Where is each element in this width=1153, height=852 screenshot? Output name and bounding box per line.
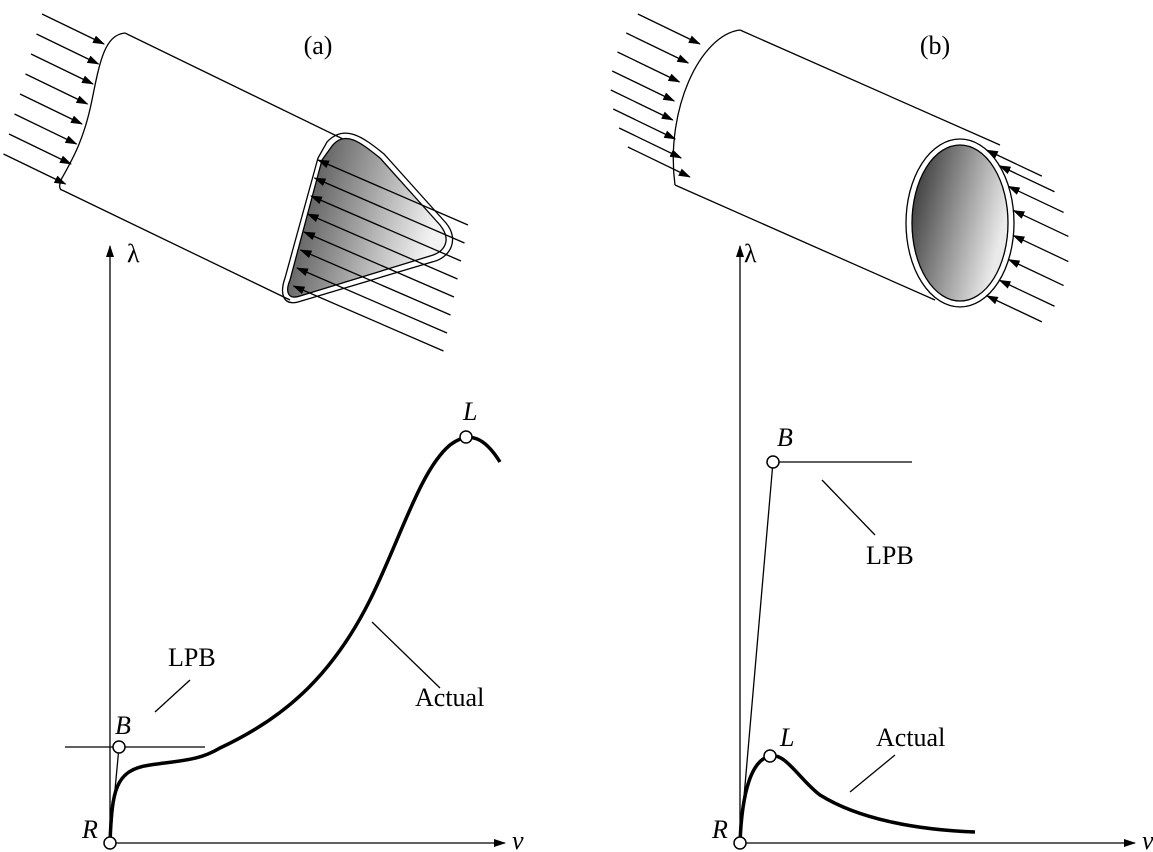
page: {"panels": [ {"label": "(a)", "plot": {"…	[0, 0, 1153, 852]
point-label: B	[777, 423, 793, 452]
plot-a: λ v B L R LPB Actual	[65, 239, 524, 852]
callout-line	[372, 622, 440, 688]
callout-line	[155, 680, 190, 712]
load-arrow	[37, 34, 99, 64]
callout-line	[850, 755, 895, 792]
point-b	[767, 456, 779, 468]
point-label: R	[711, 815, 728, 844]
load-arrow	[31, 54, 93, 84]
x-axis-label: v	[512, 826, 524, 852]
load-arrow	[626, 33, 688, 63]
callout-line	[822, 480, 875, 535]
cylinder-end	[673, 30, 740, 185]
panel-label: (b)	[920, 31, 950, 60]
point-label: R	[81, 815, 98, 844]
load-arrow	[26, 74, 88, 104]
point-l	[460, 431, 472, 443]
load-arrow	[628, 147, 690, 177]
cylinder-section	[288, 138, 446, 297]
point-r	[104, 837, 116, 849]
panel-label: (a)	[304, 31, 333, 60]
load-arrow	[1000, 280, 1055, 306]
x-axis-label: v	[1142, 826, 1153, 852]
load-arrow	[294, 286, 444, 351]
lpb-line	[740, 462, 773, 843]
y-axis-label: λ	[744, 239, 757, 268]
point-label: B	[115, 711, 131, 740]
point-r	[734, 837, 746, 849]
cylinder-end	[60, 33, 125, 190]
load-arrow	[15, 114, 77, 144]
callout-label: Actual	[415, 683, 484, 712]
load-arrow	[611, 90, 673, 120]
y-axis-label: λ	[127, 239, 140, 268]
load-arrow	[1009, 186, 1064, 212]
point-l	[764, 750, 776, 762]
point-label: L	[462, 397, 477, 426]
load-arrow	[4, 154, 66, 184]
actual-curve	[110, 437, 500, 843]
load-arrow	[987, 296, 1042, 322]
actual-curve	[740, 756, 975, 843]
load-arrow	[619, 128, 681, 158]
load-arrow	[638, 14, 700, 44]
callout-label: LPB	[168, 643, 216, 672]
callout-label: Actual	[876, 723, 945, 752]
load-arrow	[9, 134, 71, 164]
load-arrow	[1009, 260, 1064, 286]
load-arrow	[613, 109, 675, 139]
figure: (a) (b) λ v B L R LPB Actual	[0, 0, 1153, 852]
load-arrow	[42, 14, 104, 44]
plot-b: λ v B L R LPB Actual	[711, 239, 1153, 852]
load-arrow	[1013, 236, 1068, 262]
load-arrow	[1013, 210, 1068, 236]
cylinder-section	[912, 145, 1008, 301]
point-label: L	[779, 723, 794, 752]
point-b	[113, 741, 125, 753]
cylinder-edge	[740, 30, 1000, 145]
load-arrow	[20, 94, 82, 124]
callout-label: LPB	[866, 541, 914, 570]
load-arrow	[297, 268, 447, 333]
cylinder-b: (b)	[611, 14, 1069, 322]
cylinder-edge	[62, 190, 290, 300]
cylinder-a: (a)	[4, 14, 469, 351]
cylinder-edge	[675, 185, 935, 300]
